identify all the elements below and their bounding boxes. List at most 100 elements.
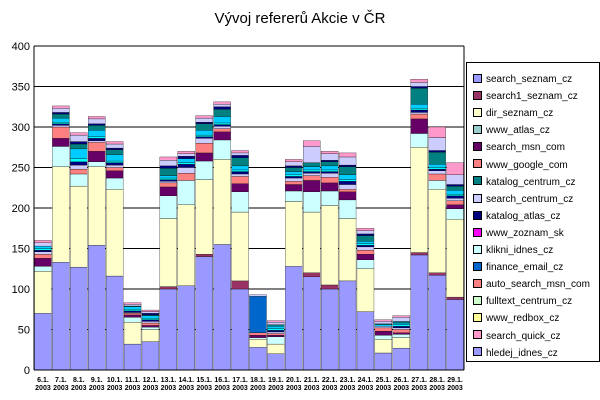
bar-segment <box>52 105 70 109</box>
bar-segment <box>267 322 285 325</box>
bar-segment <box>267 343 285 354</box>
bar-segment <box>446 204 464 209</box>
legend-swatch <box>473 176 482 186</box>
bar-segment <box>70 143 88 150</box>
bar-segment <box>141 311 160 314</box>
bar-segment <box>392 326 410 329</box>
legend-swatch <box>473 296 482 306</box>
bar-segment <box>195 136 213 139</box>
x-tick-label: 17.1. 2003 <box>232 377 248 392</box>
bar-segment <box>285 201 303 267</box>
bar-segment <box>338 156 357 166</box>
bar-segment <box>141 341 160 371</box>
bar-segment <box>70 161 88 166</box>
x-tick-label: 8.1. 2003 <box>71 377 87 392</box>
bar-segment <box>213 116 231 124</box>
bar-segment <box>231 280 249 290</box>
bar-segment <box>52 113 70 119</box>
bar-segment <box>213 101 231 105</box>
bars <box>34 79 464 371</box>
bar-segment <box>374 330 393 336</box>
bar-segment <box>213 109 231 117</box>
legend-item: fulltext_centrum_cz <box>473 296 572 310</box>
bar-segment <box>446 162 464 175</box>
x-tick-label: 15.1. 2003 <box>196 377 212 392</box>
legend-swatch <box>473 279 482 289</box>
bar-segment <box>392 334 410 338</box>
bar-segment <box>392 332 410 335</box>
bar-segment <box>88 116 106 120</box>
legend-item: klikni_idnes_cz <box>473 244 554 259</box>
bar-segment <box>52 108 70 113</box>
bar-segment <box>70 158 88 162</box>
bar-segment <box>105 143 124 149</box>
bar-segment <box>320 165 339 171</box>
bar-segment <box>231 211 249 282</box>
bar-segment <box>338 152 357 158</box>
bar-segment <box>141 315 160 319</box>
bar-segment <box>320 153 339 161</box>
bar-segment <box>267 333 285 336</box>
legend-label: search_seznam_cz <box>486 74 573 85</box>
bar-segment <box>446 219 464 298</box>
bar-segment <box>141 319 160 322</box>
legend-label: klikni_idnes_cz <box>486 245 554 256</box>
legend-swatch <box>473 210 482 220</box>
bar-segment <box>356 268 375 312</box>
bar-segment <box>428 173 446 181</box>
bar-segment <box>177 180 195 205</box>
bar-segment <box>141 321 160 324</box>
bar-segment <box>446 195 464 199</box>
y-tick-label: 400 <box>12 41 30 53</box>
bar-segment <box>338 189 357 192</box>
bar-segment <box>356 235 375 242</box>
bar-segment <box>34 242 52 247</box>
legend-label: www_atlas_cz <box>486 125 550 137</box>
bar-segment <box>392 327 410 330</box>
bar-segment <box>70 148 88 159</box>
bar-segment <box>303 140 321 147</box>
bar-segment <box>410 254 428 371</box>
legend-swatch <box>473 142 482 152</box>
legend-item: search_seznam_cz <box>473 73 573 88</box>
legend-item: katalog_atlas_cz <box>473 210 561 225</box>
bar-segment <box>446 194 464 196</box>
bar-segment <box>88 140 106 143</box>
legend-label: search_quick_cz <box>486 330 561 342</box>
bar-segment <box>88 130 106 137</box>
bar-segment <box>123 343 142 371</box>
x-tick-label: 10.1. 2003 <box>107 377 123 392</box>
legend-item: www_redbox_cz <box>473 313 559 327</box>
bar-segment <box>159 179 178 182</box>
bar-segment <box>410 118 428 134</box>
bar-segment <box>141 313 160 316</box>
legend-swatch <box>473 159 482 169</box>
bar-segment <box>446 185 464 191</box>
bar-segment <box>231 183 249 192</box>
legend-item: dir_seznam_cz <box>473 108 553 122</box>
bar-segment <box>428 272 446 276</box>
bar-segment <box>320 190 339 206</box>
bar-segment <box>446 184 464 187</box>
bar-segment <box>410 112 428 115</box>
bar-segment <box>70 173 88 187</box>
x-tick-label: 22.1. 2003 <box>322 377 338 392</box>
bar-segment <box>356 233 375 236</box>
bar-segment <box>195 160 213 180</box>
bar-segment <box>320 160 339 162</box>
bar-segment <box>303 166 321 171</box>
bar-segment <box>159 168 178 176</box>
bar-segment <box>356 249 375 255</box>
bar-segment <box>123 310 142 313</box>
bar-segment <box>428 126 446 138</box>
y-tick-label: 100 <box>12 284 30 296</box>
bar-segment <box>410 87 428 105</box>
bar-segment <box>105 147 124 150</box>
bar-segment <box>285 177 303 182</box>
bar-segment <box>231 171 249 175</box>
bar-segment <box>105 167 124 171</box>
bar-segment <box>105 160 124 163</box>
bar-segment <box>303 162 321 167</box>
bar-segment <box>338 181 357 185</box>
legend-swatch <box>473 347 482 357</box>
